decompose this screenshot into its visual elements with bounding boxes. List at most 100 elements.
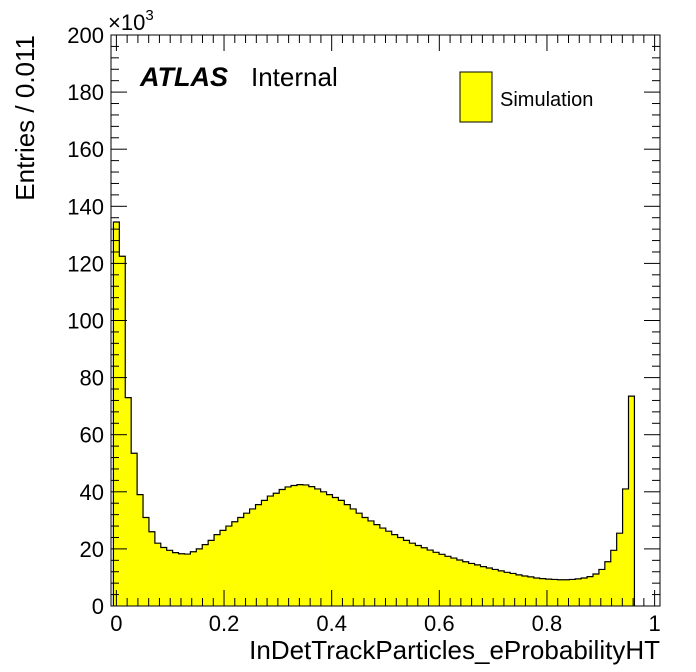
histogram-bar [439,554,446,606]
histogram-bar [291,485,298,606]
histogram-bar [539,578,546,606]
histogram-bar [628,396,635,606]
histogram-bar [178,553,185,606]
histogram-bar [196,548,203,606]
histogram-bar [243,513,250,606]
histogram-bar [433,552,440,606]
histogram-bar [214,534,221,607]
histogram-bar [581,578,588,606]
y-axis-multiplier: ×103 [108,7,154,35]
x-tick-label: 0 [110,611,122,636]
legend: Simulation [459,71,593,123]
histogram-bar [604,561,612,606]
histogram-bar [285,486,292,606]
y-axis-multiplier-exponent: 3 [145,7,153,24]
y-tick-label: 40 [80,480,104,505]
histogram-bar [308,486,316,606]
histogram-bar [373,524,381,606]
plot-frame [110,34,661,607]
histogram-bar [154,543,162,606]
histogram-bar [231,521,239,606]
histogram-bar [421,547,428,606]
y-tick-label: 200 [67,23,104,48]
histogram-bar [326,494,333,606]
histogram-bar [409,543,416,606]
histogram-bar [125,397,132,606]
histogram-bar [368,520,375,606]
histogram-bar [610,550,617,606]
tick-labels: 0 0.2 0.4 0.6 0.8 1 0 20 40 60 80 100 120 140 160 180 20… [67,23,660,636]
y-axis-label: Entries / 0.011 [10,35,40,201]
histogram-bar [225,526,233,606]
histogram-bar [113,222,120,606]
histogram-bar [356,513,363,606]
histogram-bar [338,500,345,606]
histogram-bar [302,484,310,606]
histogram-bar [119,256,126,606]
histogram-bar [379,528,387,606]
histogram-bar [551,579,558,606]
histogram-bar [273,493,280,606]
histogram-bar [249,508,256,606]
histogram-bar [450,558,458,606]
histogram-bar [131,453,138,606]
histogram-bar [563,579,570,606]
histogram-bar [462,561,469,606]
histogram-bar [527,576,535,606]
y-tick-label: 180 [67,80,104,105]
histogram-bar [468,563,475,606]
y-tick-label: 20 [80,537,104,562]
histogram-bar [385,531,392,606]
histogram-outline [112,221,636,606]
histogram-bar [279,489,286,606]
histogram-bar [208,540,215,606]
y-tick-label: 0 [92,594,104,619]
histogram-bar [403,540,410,606]
internal-label: Internal [251,62,338,92]
histogram-bar [480,566,487,606]
histogram-bar [267,496,274,606]
histogram-bar [184,554,191,606]
y-tick-label: 60 [80,423,104,448]
y-tick-label: 100 [67,309,104,334]
histogram-bar [504,572,511,606]
histogram-bar [486,568,493,606]
histogram-bar [592,574,600,606]
histogram-bar [587,576,594,606]
histogram-bar [143,517,150,606]
y-tick-label: 160 [67,137,104,162]
histogram-bar [261,500,268,606]
histogram-bar [533,578,540,606]
histogram-bar [569,579,576,606]
histogram-bar [616,533,623,606]
histogram-bar [320,491,327,606]
x-tick-label: 0.4 [316,611,347,636]
histogram-bar [391,534,398,607]
histogram-bar [492,569,499,606]
histogram-bar [397,537,404,606]
histogram-bar [516,574,523,606]
histogram-bar [622,488,629,606]
histogram-bar [296,484,304,606]
y-tick-label: 80 [80,366,104,391]
y-tick-label: 120 [67,251,104,276]
histogram-bar [160,547,168,606]
histogram-bar [137,494,144,606]
histogram-bar [362,517,369,606]
histogram-bar [219,530,227,606]
histogram-bar [598,569,606,606]
histogram-bar [332,497,339,606]
histogram-bar [172,552,179,606]
histogram-bar [521,576,529,606]
histogram-bar [350,508,357,606]
x-axis-label: InDetTrackParticles_eProbabilityHT [249,635,660,665]
histogram-bar [427,550,434,606]
histogram-bar [255,504,262,606]
histogram-bar [166,550,173,606]
histogram-bar [444,556,452,606]
histogram-bar [237,517,244,606]
histogram-bar [510,573,517,606]
histogram-bar [575,578,582,606]
x-tick-label: 0.8 [532,611,563,636]
histogram-bar [456,560,464,606]
